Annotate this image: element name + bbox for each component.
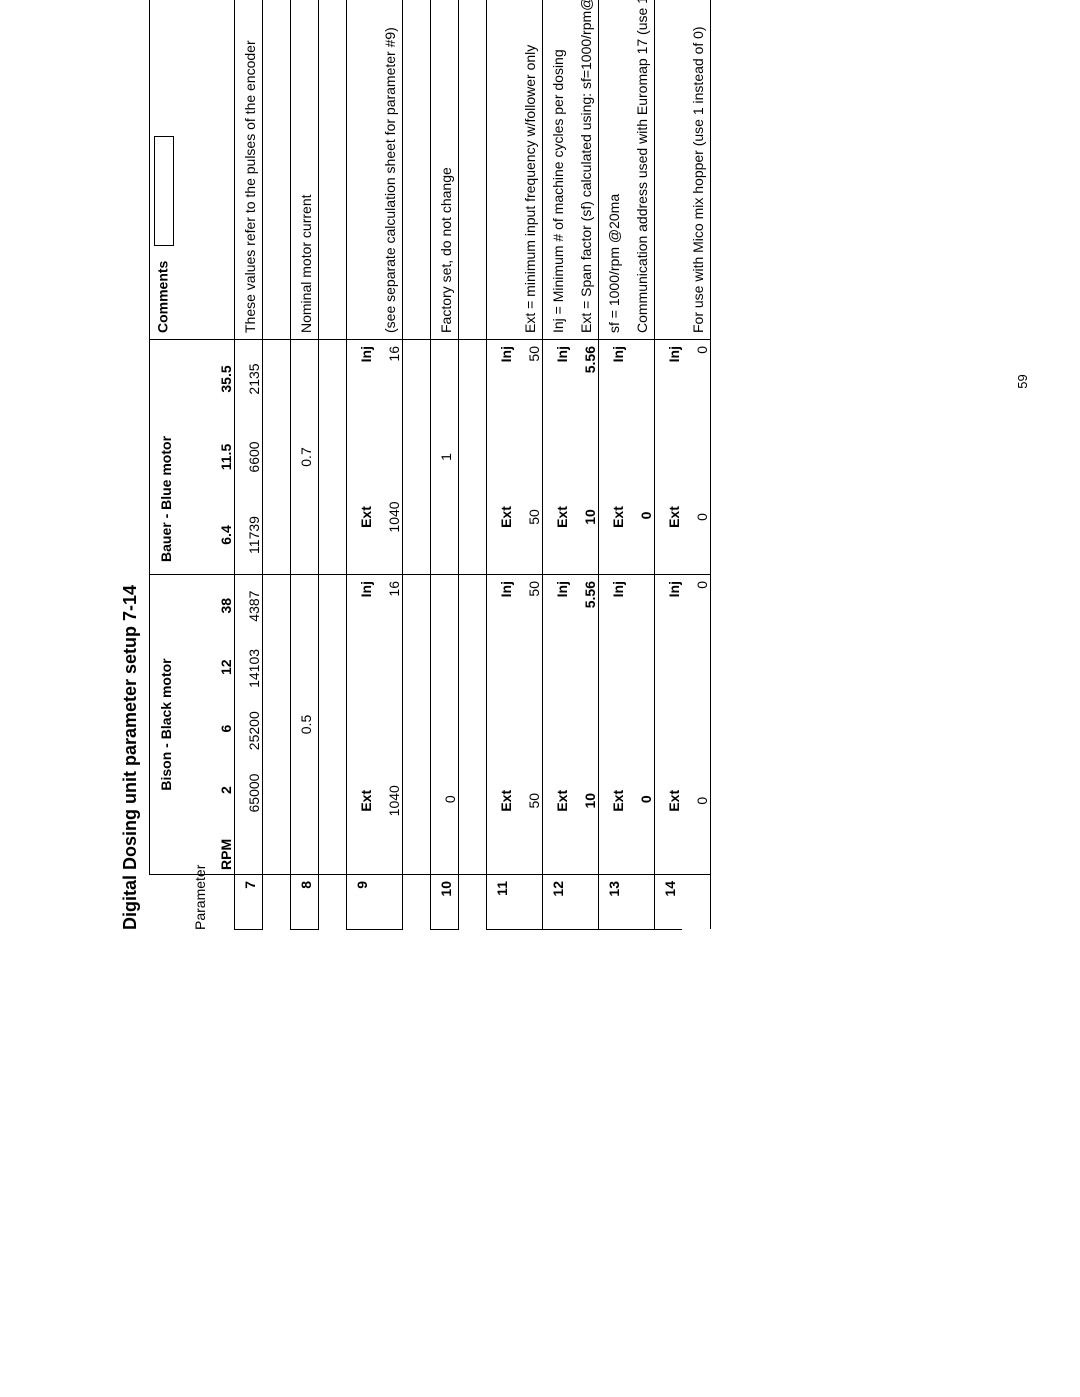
table-row: 104016 104016 (see separate calculation … — [374, 0, 402, 930]
parameter-table: Bison - Black motor Bauer - Blue motor C… — [149, 0, 711, 930]
bison-header: Bison - Black motor — [150, 575, 179, 875]
page-number: 59 — [1015, 374, 1030, 388]
rpm-label: RPM — [218, 821, 234, 874]
table-row: 10 0 1 Factory set, do not change — [430, 0, 458, 930]
bauer-header: Bauer - Blue motor — [150, 340, 179, 575]
table-row: 00 00 For use with Mico mix hopper (use … — [682, 0, 710, 930]
table-row: 8 0.5 0.7 Nominal motor current — [290, 0, 318, 930]
table-row: 0 0 Communication address used with Euro… — [626, 0, 654, 930]
table-row: 7 65000 25200 14103 4387 11739 6600 2135… — [234, 0, 262, 930]
parameter-label: Parameter — [192, 865, 208, 930]
table-row: 12 ExtInj ExtInj Inj = Minimum # of mach… — [542, 0, 570, 930]
table-row: 11 ExtInj ExtInj — [486, 0, 514, 930]
table-row: 13 ExtInj ExtInj sf = 1000/rpm @20ma — [598, 0, 626, 930]
table-row: 9 ExtInj ExtInj — [346, 0, 374, 930]
table-row: 105.56 105.56 Ext = Span factor (sf) cal… — [570, 0, 598, 930]
table-row: 14 ExtInj ExtInj — [654, 0, 682, 930]
page-title: Digital Dosing unit parameter setup 7-14 — [120, 0, 141, 930]
comments-header: Comments — [150, 0, 179, 340]
table-row: 5050 5050 Ext = minimum input frequency … — [514, 0, 542, 930]
